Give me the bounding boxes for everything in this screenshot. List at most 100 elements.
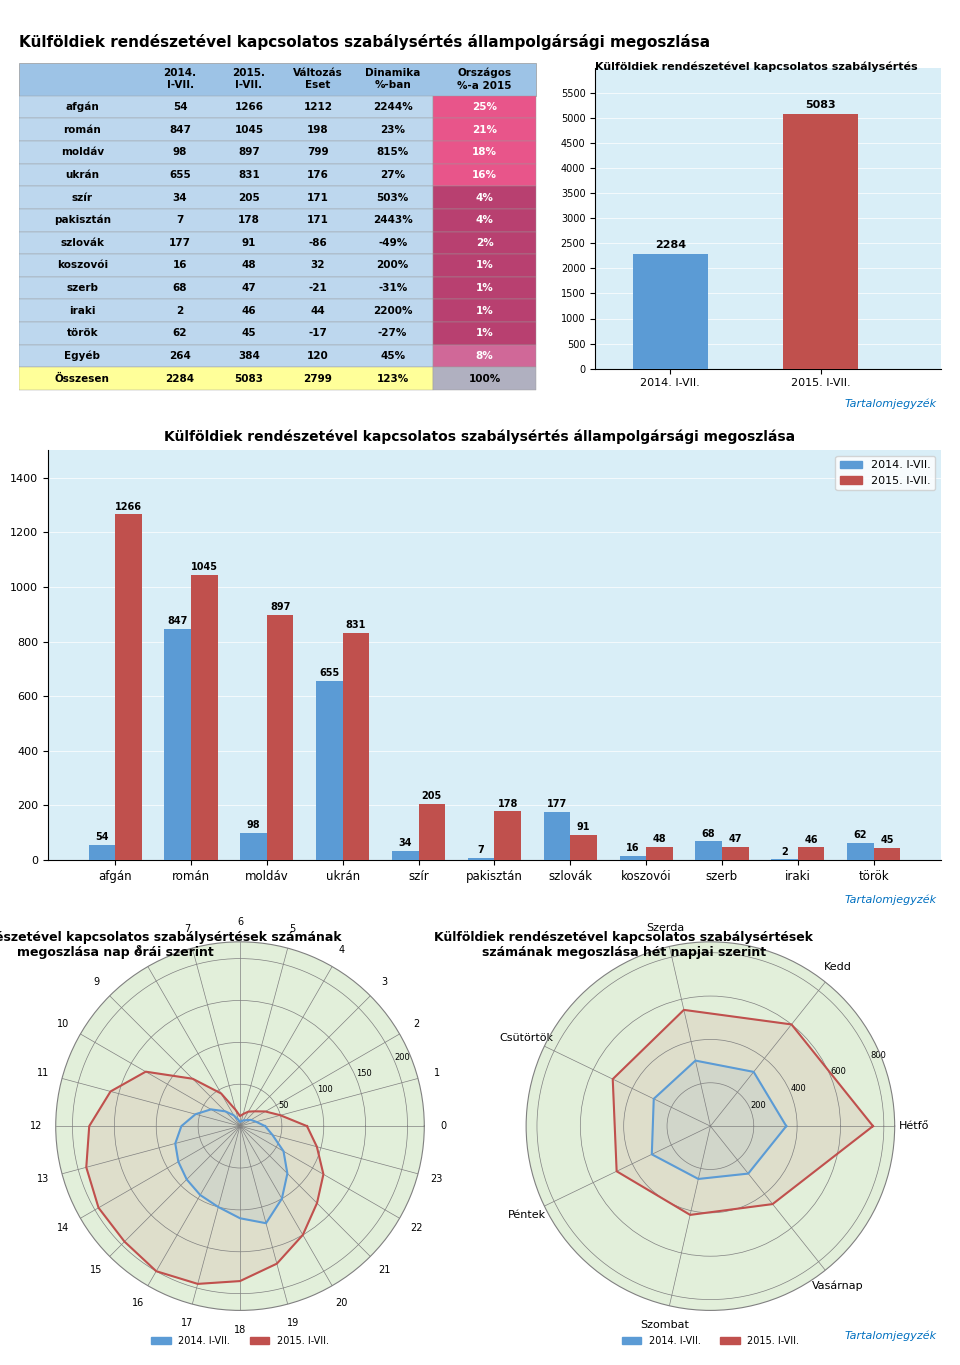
Text: szír: szír [72, 192, 93, 202]
Text: 48: 48 [653, 834, 666, 844]
Text: 799: 799 [307, 147, 328, 157]
Text: 123%: 123% [376, 374, 409, 384]
Text: -17: -17 [308, 329, 327, 339]
Text: 847: 847 [168, 616, 188, 627]
FancyBboxPatch shape [19, 277, 433, 299]
Text: Külföldiek rendészetével kapcsolatos szabálysértés: Külföldiek rendészetével kapcsolatos sza… [595, 61, 918, 72]
Text: 205: 205 [238, 192, 260, 202]
Bar [646, 846, 673, 860]
Text: török: török [66, 329, 98, 339]
Text: 54: 54 [173, 102, 187, 112]
Polygon shape [176, 1110, 287, 1223]
Text: Dinamika
%-ban: Dinamika %-ban [365, 68, 420, 90]
FancyBboxPatch shape [433, 164, 537, 186]
Text: 16%: 16% [472, 169, 497, 180]
Text: 176: 176 [307, 169, 329, 180]
Text: Külföldiek rendészetével kapcsolatos szabálysértés állampolgársági megoszlása: Külföldiek rendészetével kapcsolatos sza… [164, 430, 796, 445]
Text: 21%: 21% [472, 124, 497, 135]
Bar [164, 629, 191, 860]
Text: 264: 264 [169, 351, 191, 360]
Text: 91: 91 [577, 822, 590, 833]
Text: 2200%: 2200% [372, 306, 413, 315]
Text: 198: 198 [307, 124, 328, 135]
Text: 177: 177 [169, 238, 191, 248]
Text: 171: 171 [307, 216, 329, 225]
Text: Egyéb: Egyéb [64, 351, 101, 362]
Bar [88, 845, 115, 860]
Text: 1%: 1% [476, 283, 493, 293]
FancyBboxPatch shape [433, 254, 537, 277]
Text: 47: 47 [242, 283, 256, 293]
FancyBboxPatch shape [433, 141, 537, 164]
Text: 45: 45 [880, 835, 894, 845]
Bar [798, 848, 825, 860]
Text: 205: 205 [421, 792, 442, 801]
Text: 1266: 1266 [115, 501, 142, 512]
Text: Összesen: Összesen [55, 374, 109, 384]
Text: 34: 34 [173, 192, 187, 202]
Text: 1%: 1% [476, 261, 493, 270]
FancyBboxPatch shape [19, 141, 433, 164]
Text: 5083: 5083 [805, 100, 836, 111]
Text: 32: 32 [311, 261, 325, 270]
Polygon shape [612, 1010, 873, 1215]
Text: 2799: 2799 [303, 374, 332, 384]
Bar [847, 844, 874, 860]
Text: 100%: 100% [468, 374, 501, 384]
Text: afgán: afgán [65, 102, 99, 112]
Bar [316, 681, 343, 860]
Text: 68: 68 [173, 283, 187, 293]
Bar [240, 833, 267, 860]
Text: 25%: 25% [472, 102, 497, 112]
FancyBboxPatch shape [433, 367, 537, 390]
Text: 16: 16 [626, 842, 639, 853]
Text: 4%: 4% [475, 192, 493, 202]
Text: 7: 7 [478, 845, 485, 856]
Text: 46: 46 [242, 306, 256, 315]
Text: koszovói: koszovói [57, 261, 108, 270]
FancyBboxPatch shape [433, 232, 537, 254]
Text: Külföldiek rendészetével kapcsolatos szabálysértések számának
megoszlása nap órá: Külföldiek rendészetével kapcsolatos sza… [0, 931, 342, 960]
Text: 177: 177 [547, 799, 567, 809]
Text: 62: 62 [173, 329, 187, 339]
Text: Változás
Eset: Változás Eset [293, 68, 343, 90]
Text: pakisztán: pakisztán [54, 214, 111, 225]
Text: iraki: iraki [69, 306, 96, 315]
Bar [115, 515, 142, 860]
Text: 831: 831 [238, 169, 260, 180]
Text: Külföldiek rendészetével kapcsolatos szabálysértések
számának megoszlása hét nap: Külföldiek rendészetével kapcsolatos sza… [435, 931, 813, 960]
Text: 384: 384 [238, 351, 260, 360]
Text: 68: 68 [702, 829, 715, 838]
Bar [722, 848, 749, 860]
Text: 815%: 815% [376, 147, 409, 157]
Text: 2284: 2284 [655, 240, 685, 250]
Bar [267, 616, 294, 860]
Text: 1266: 1266 [234, 102, 263, 112]
FancyBboxPatch shape [433, 299, 537, 322]
Text: 23%: 23% [380, 124, 405, 135]
Text: Tartalomjegyzék: Tartalomjegyzék [845, 1331, 937, 1342]
Bar [619, 856, 646, 860]
Legend: 2014. I-VII., 2015. I-VII.: 2014. I-VII., 2015. I-VII. [147, 1332, 333, 1350]
Text: 655: 655 [169, 169, 191, 180]
Text: -31%: -31% [378, 283, 407, 293]
Text: 18%: 18% [472, 147, 497, 157]
Text: Tartalomjegyzék: Tartalomjegyzék [845, 894, 937, 905]
Text: 655: 655 [320, 669, 340, 678]
Text: 27%: 27% [380, 169, 405, 180]
FancyBboxPatch shape [19, 63, 537, 96]
Text: -86: -86 [308, 238, 327, 248]
FancyBboxPatch shape [433, 322, 537, 345]
FancyBboxPatch shape [433, 119, 537, 141]
Bar [419, 804, 445, 860]
Text: 2284: 2284 [165, 374, 195, 384]
Bar [191, 575, 218, 860]
Bar [392, 850, 419, 860]
Text: 45%: 45% [380, 351, 405, 360]
Text: 1045: 1045 [234, 124, 264, 135]
Text: Külföldiek rendészetével kapcsolatos szabálysértés állampolgársági megoszlása: Külföldiek rendészetével kapcsolatos sza… [19, 34, 710, 51]
Text: 2: 2 [781, 846, 788, 857]
Legend: 2014. I-VII., 2015. I-VII.: 2014. I-VII., 2015. I-VII. [617, 1332, 804, 1350]
Bar [343, 633, 370, 860]
Text: -21: -21 [308, 283, 327, 293]
